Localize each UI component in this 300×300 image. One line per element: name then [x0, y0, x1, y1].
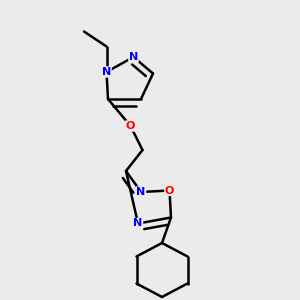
Text: O: O	[126, 121, 135, 131]
Text: N: N	[129, 52, 138, 62]
Text: N: N	[102, 67, 111, 77]
Text: O: O	[165, 185, 174, 196]
Text: N: N	[136, 187, 146, 197]
Text: N: N	[134, 218, 142, 229]
